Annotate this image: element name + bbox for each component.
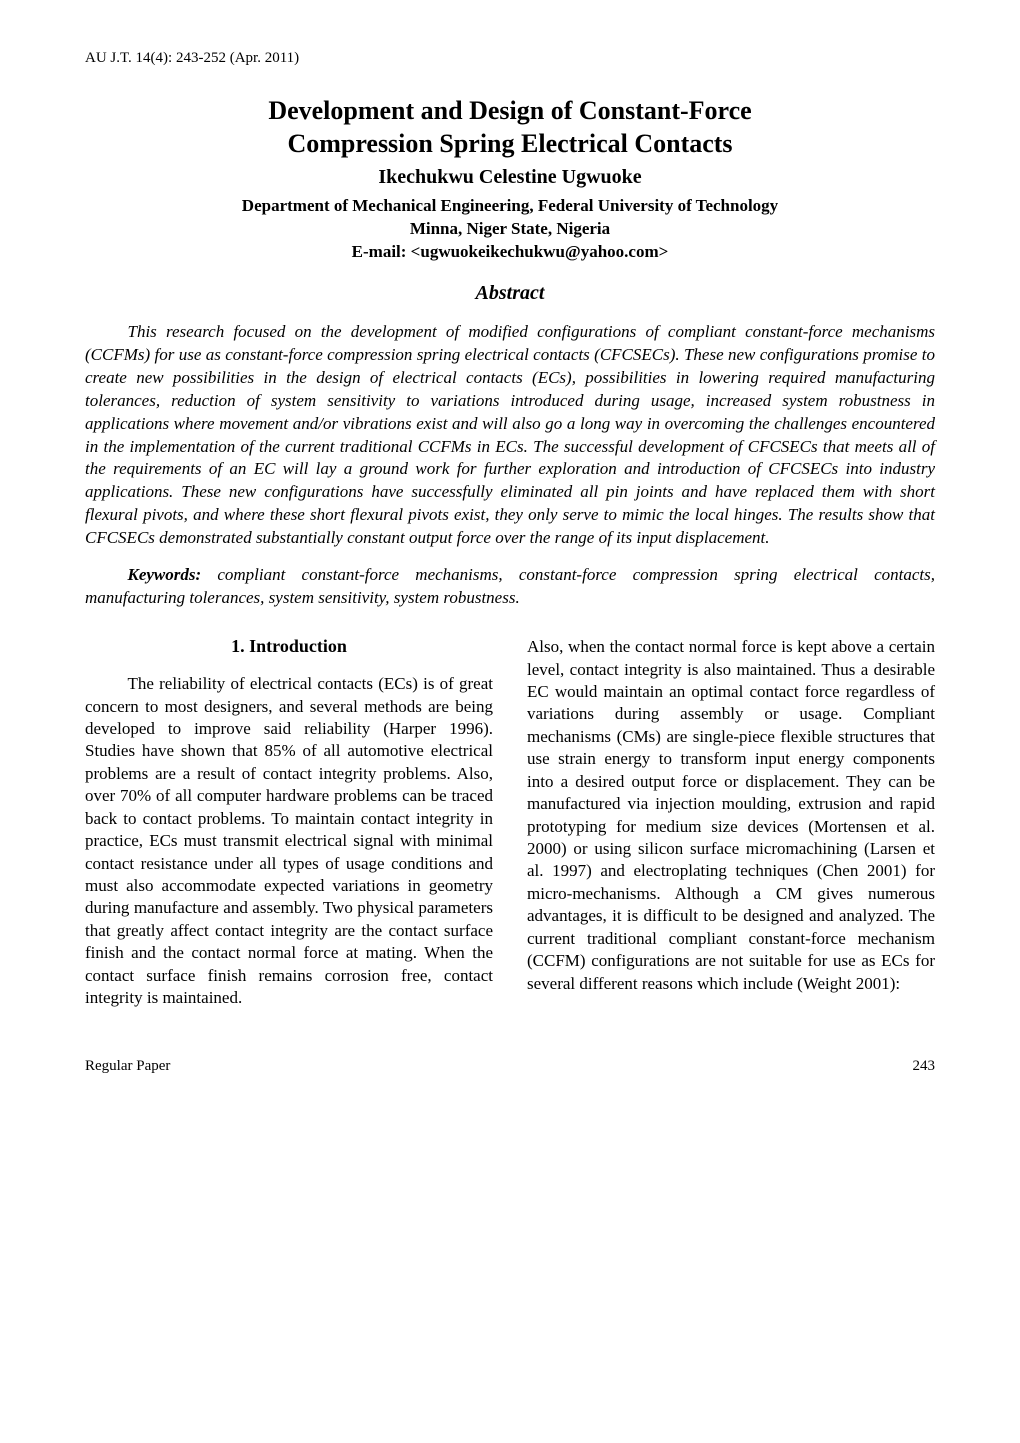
title-line-1: Development and Design of Constant-Force xyxy=(268,96,751,125)
page-number: 243 xyxy=(913,1058,936,1075)
right-column: Also, when the contact normal force is k… xyxy=(527,636,935,1010)
author-name: Ikechukwu Celestine Ugwuoke xyxy=(85,166,935,189)
paper-title: Development and Design of Constant-Force… xyxy=(85,95,935,160)
journal-header: AU J.T. 14(4): 243-252 (Apr. 2011) xyxy=(85,50,935,67)
affiliation-line-1: Department of Mechanical Engineering, Fe… xyxy=(242,196,778,215)
left-column: 1. Introduction The reliability of elect… xyxy=(85,636,493,1010)
intro-paragraph-right: Also, when the contact normal force is k… xyxy=(527,636,935,995)
abstract-body: This research focused on the development… xyxy=(85,321,935,550)
abstract-heading: Abstract xyxy=(85,282,935,305)
two-column-body: 1. Introduction The reliability of elect… xyxy=(85,636,935,1010)
footer-left: Regular Paper xyxy=(85,1058,170,1075)
page-footer: Regular Paper 243 xyxy=(85,1058,935,1075)
affiliation-block: Department of Mechanical Engineering, Fe… xyxy=(85,195,935,264)
title-line-2: Compression Spring Electrical Contacts xyxy=(287,129,732,158)
affiliation-line-2: Minna, Niger State, Nigeria xyxy=(410,219,610,238)
intro-paragraph-left: The reliability of electrical contacts (… xyxy=(85,673,493,1010)
keywords-block: Keywords: compliant constant-force mecha… xyxy=(85,564,935,610)
keywords-text: compliant constant-force mechanisms, con… xyxy=(85,565,935,607)
section-1-heading: 1. Introduction xyxy=(85,636,493,657)
keywords-label: Keywords: xyxy=(128,565,202,584)
affiliation-email: E-mail: <ugwuokeikechukwu@yahoo.com> xyxy=(352,242,669,261)
